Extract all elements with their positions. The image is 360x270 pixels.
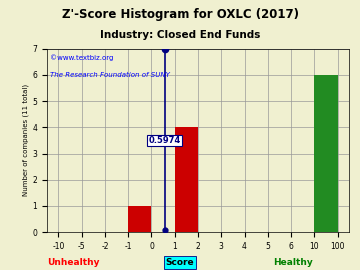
Text: The Research Foundation of SUNY: The Research Foundation of SUNY	[50, 72, 170, 79]
Bar	[314, 75, 338, 232]
Text: Score: Score	[166, 258, 194, 267]
Bar	[175, 127, 198, 232]
Text: Industry: Closed End Funds: Industry: Closed End Funds	[100, 30, 260, 40]
Y-axis label: Number of companies (11 total): Number of companies (11 total)	[23, 84, 30, 197]
Text: ©www.textbiz.org: ©www.textbiz.org	[50, 54, 113, 61]
Text: Unhealthy: Unhealthy	[47, 258, 99, 267]
Text: Z'-Score Histogram for OXLC (2017): Z'-Score Histogram for OXLC (2017)	[62, 8, 298, 21]
Bar	[128, 206, 152, 232]
Text: 0.5974: 0.5974	[149, 136, 181, 145]
Text: Healthy: Healthy	[274, 258, 313, 267]
